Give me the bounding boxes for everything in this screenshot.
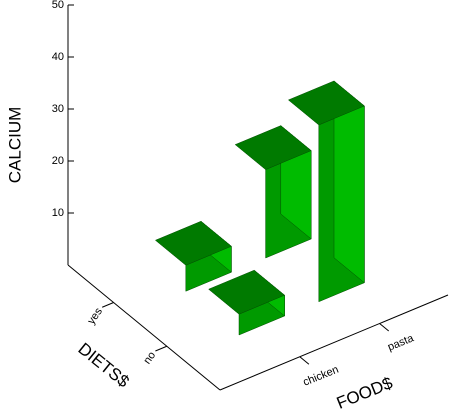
diet-axis-title: DIETS$ <box>75 339 134 392</box>
y-tick-label: 20 <box>52 155 64 167</box>
x-tick <box>299 356 310 365</box>
bar-top <box>208 269 286 315</box>
y-tick-label: 50 <box>52 0 64 11</box>
y-tick-label: 10 <box>52 207 64 219</box>
x-axis <box>219 294 449 391</box>
bar-top <box>154 220 232 266</box>
bar-top <box>287 80 365 126</box>
diet-tick-label: yes <box>85 305 105 326</box>
diet-tick <box>155 345 167 352</box>
diet-tick-label: no <box>141 350 158 367</box>
x-axis-title: FOOD$ <box>334 373 396 412</box>
y-tick-label: 30 <box>52 103 64 115</box>
diet-axis <box>67 264 221 391</box>
diet-tick <box>102 302 114 308</box>
x-tick <box>379 323 390 332</box>
x-tick-label: chicken <box>301 364 340 389</box>
x-tick-label: pasta <box>386 332 416 354</box>
y-tick-label: 40 <box>52 51 64 63</box>
y-axis-title: CALCIUM <box>5 107 24 184</box>
bar-top <box>234 125 312 170</box>
